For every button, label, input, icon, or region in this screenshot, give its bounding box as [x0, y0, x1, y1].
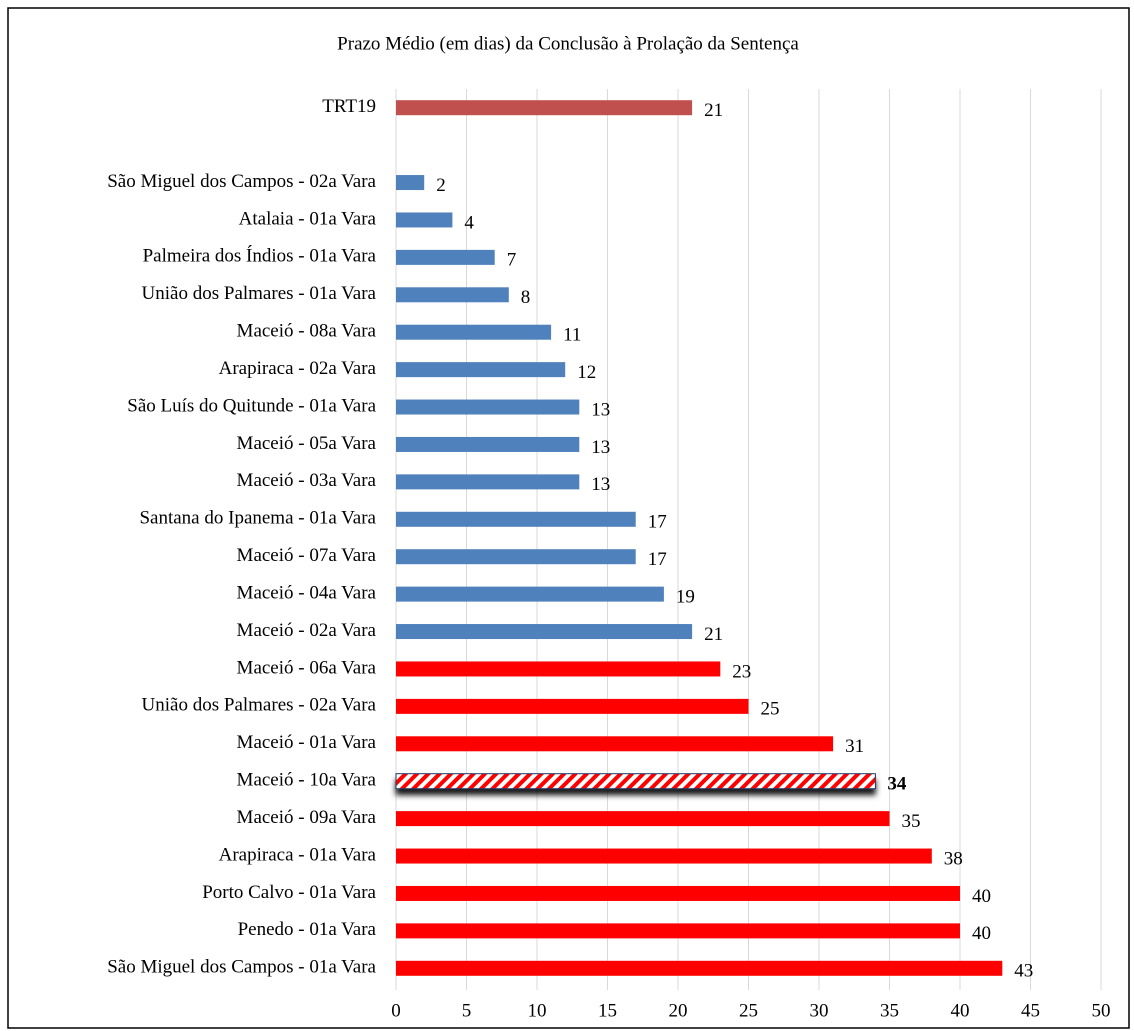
bar: [395, 773, 876, 790]
data-label: 25: [761, 699, 780, 720]
y-tick-label: Penedo - 01a Vara: [238, 919, 377, 940]
data-label: 38: [944, 848, 963, 869]
bar: [396, 885, 960, 901]
x-tick-label: 20: [669, 1000, 688, 1021]
data-label: 4: [464, 212, 474, 233]
y-tick-label: Arapiraca - 01a Vara: [219, 844, 377, 865]
bar: [396, 698, 749, 714]
y-tick-label: Santana do Ipanema - 01a Vara: [139, 508, 376, 529]
x-tick-label: 40: [951, 1000, 970, 1021]
y-tick-label: São Miguel dos Campos - 02a Vara: [107, 171, 376, 192]
y-tick-label: Maceió - 08a Vara: [237, 321, 377, 342]
bar: [396, 100, 693, 116]
bar: [396, 661, 721, 677]
y-tick-label: União dos Palmares - 02a Vara: [142, 695, 377, 716]
bar: [396, 249, 495, 265]
data-label: 40: [972, 923, 991, 944]
data-label: 43: [1014, 961, 1033, 982]
x-tick-label: 30: [810, 1000, 829, 1021]
bar: [396, 811, 890, 827]
bar: [396, 736, 834, 752]
y-tick-label: Maceió - 03a Vara: [237, 470, 377, 491]
bar: [396, 436, 580, 452]
x-tick-label: 50: [1092, 1000, 1111, 1021]
bar: [396, 960, 1003, 976]
bar: [396, 324, 552, 340]
bar: [396, 212, 453, 228]
x-tick-label: 15: [598, 1000, 617, 1021]
x-tick-label: 5: [462, 1000, 472, 1021]
data-label: 17: [648, 549, 667, 570]
y-tick-label: TRT19: [322, 96, 376, 117]
y-tick-label: Maceió - 04a Vara: [237, 582, 377, 603]
data-label: 21: [704, 624, 723, 645]
bar: [396, 549, 636, 565]
x-tick-label: 35: [880, 1000, 899, 1021]
data-label: 13: [591, 399, 610, 420]
data-label: 17: [648, 512, 667, 533]
x-tick-label: 0: [391, 1000, 401, 1021]
data-label: 7: [507, 250, 517, 271]
bar: [396, 474, 580, 490]
y-tick-label: Porto Calvo - 01a Vara: [202, 882, 376, 903]
y-tick-label: Maceió - 10a Vara: [237, 770, 377, 791]
data-label: 13: [591, 474, 610, 495]
bar: [396, 362, 566, 378]
bar: [396, 175, 425, 191]
bar: [396, 624, 693, 640]
data-label: 8: [521, 287, 531, 308]
chart-title: Prazo Médio (em dias) da Conclusão à Pro…: [337, 33, 799, 54]
data-label: 35: [902, 811, 921, 832]
y-tick-label: Maceió - 01a Vara: [237, 732, 377, 753]
y-tick-label: Arapiraca - 02a Vara: [219, 358, 377, 379]
y-tick-label: Maceió - 06a Vara: [237, 657, 377, 678]
data-label: 11: [563, 325, 581, 346]
y-tick-label: Maceió - 02a Vara: [237, 620, 377, 641]
y-tick-label: Maceió - 09a Vara: [237, 807, 377, 828]
x-tick-label: 45: [1021, 1000, 1040, 1021]
data-label: 34: [887, 774, 907, 795]
data-label: 13: [591, 437, 610, 458]
bar: [396, 287, 509, 303]
y-tick-label: Atalaia - 01a Vara: [239, 208, 377, 229]
y-tick-label: São Luís do Quitunde - 01a Vara: [127, 395, 376, 416]
bar: [396, 399, 580, 415]
data-label: 31: [845, 736, 864, 757]
bar: [396, 848, 932, 864]
y-tick-label: União dos Palmares - 01a Vara: [142, 283, 377, 304]
y-tick-label: Maceió - 07a Vara: [237, 545, 377, 566]
data-label: 40: [972, 886, 991, 907]
x-tick-label: 10: [528, 1000, 547, 1021]
x-tick-label: 25: [739, 1000, 758, 1021]
bar: [396, 586, 664, 602]
data-label: 21: [704, 100, 723, 121]
bar: [396, 923, 960, 939]
bar: [396, 511, 636, 527]
data-label: 23: [732, 661, 751, 682]
y-tick-label: Palmeira dos Índios - 01a Vara: [143, 245, 377, 267]
data-label: 12: [577, 362, 596, 383]
y-tick-label: São Miguel dos Campos - 01a Vara: [107, 957, 376, 978]
y-tick-label: Maceió - 05a Vara: [237, 433, 377, 454]
data-label: 2: [436, 175, 446, 196]
data-label: 19: [676, 586, 695, 607]
